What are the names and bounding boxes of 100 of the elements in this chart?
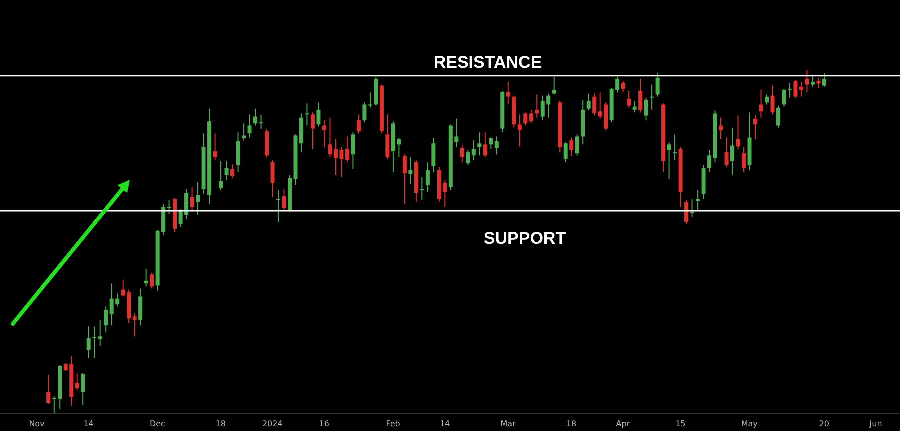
candlestick <box>708 150 712 174</box>
candlestick <box>356 114 361 134</box>
candlestick <box>270 160 275 198</box>
candlestick <box>242 123 246 142</box>
x-tick-label: 18 <box>216 420 226 429</box>
candlestick <box>408 156 413 185</box>
candlestick <box>592 93 597 116</box>
candlestick <box>362 102 367 124</box>
candlestick <box>219 161 224 191</box>
candlestick <box>213 133 218 161</box>
candlestick <box>564 142 568 164</box>
candlestick <box>764 94 769 106</box>
candlestick <box>816 77 821 88</box>
candlestick <box>506 82 510 106</box>
candlestick <box>799 82 804 98</box>
candlestick <box>644 97 648 122</box>
x-tick-label: 14 <box>440 420 450 429</box>
ref-line-label: RESISTANCE <box>434 52 542 72</box>
candlestick <box>810 74 815 88</box>
candlestick <box>621 80 626 94</box>
candlestick <box>632 100 637 114</box>
x-tick-label: Nov <box>29 420 46 429</box>
candlestick <box>81 372 86 406</box>
candlestick <box>489 137 494 150</box>
candlestick <box>788 82 792 98</box>
candlestick <box>259 114 264 130</box>
x-tick-label: 2024 <box>262 420 283 429</box>
x-tick-label: 15 <box>676 420 686 429</box>
candlestick <box>586 93 591 112</box>
candlestick <box>190 186 194 211</box>
x-tick-label: 14 <box>84 420 94 429</box>
candlestick <box>627 90 632 108</box>
candlestick <box>402 154 407 205</box>
candlestick <box>782 88 786 108</box>
candlestick <box>724 137 729 168</box>
candlestick <box>472 140 476 161</box>
candlestick <box>230 164 235 179</box>
candlestick <box>420 176 424 201</box>
candlestick <box>494 136 499 156</box>
candlestick <box>667 142 672 180</box>
candlestick <box>684 200 689 225</box>
candlestick <box>98 320 102 347</box>
candlestick <box>305 103 310 126</box>
candlestick <box>316 102 321 128</box>
candlestick <box>730 127 735 176</box>
candlestick <box>776 105 780 128</box>
ref-line-label: SUPPORT <box>484 229 567 248</box>
candlestick <box>759 89 764 118</box>
candlestick <box>483 132 488 158</box>
candlestick <box>322 120 326 148</box>
candlestick <box>805 70 810 94</box>
candlestick <box>351 132 356 170</box>
candlestick <box>368 92 372 108</box>
x-tick-label: Feb <box>386 420 400 429</box>
candlestick <box>224 161 229 181</box>
candlestick <box>552 76 556 96</box>
candlestick <box>570 137 574 157</box>
candlestick <box>524 112 528 126</box>
candlestick <box>460 145 464 164</box>
candlestick <box>248 114 252 138</box>
candlestick <box>770 85 775 116</box>
candlestick <box>426 162 430 193</box>
candlestick <box>196 182 200 216</box>
candlestick <box>466 150 470 166</box>
candlestick <box>432 138 436 174</box>
x-tick-label: 20 <box>819 420 830 429</box>
candlestick <box>167 200 172 215</box>
x-tick-label: 18 <box>566 420 577 429</box>
candlestick <box>276 190 280 223</box>
x-tick-label: May <box>741 420 758 429</box>
candlestick <box>236 132 240 174</box>
x-tick-label: Dec <box>150 420 166 429</box>
candlestick <box>736 115 740 150</box>
candlestick <box>638 78 643 114</box>
candlestick <box>104 306 108 333</box>
candlestick <box>696 190 700 211</box>
x-tick-label: Mar <box>500 420 517 429</box>
candlestick <box>92 326 97 359</box>
candlestick <box>132 313 137 338</box>
x-tick-label: Jun <box>868 420 882 429</box>
candlestick <box>673 134 678 161</box>
x-tick-label: Apr <box>616 420 631 429</box>
candlestick <box>46 374 51 405</box>
candlestick <box>310 112 315 150</box>
candlestick <box>518 114 522 148</box>
candlestick <box>144 268 148 288</box>
candlestick <box>822 72 826 88</box>
candlestick <box>794 79 798 98</box>
candlestick <box>254 108 258 126</box>
candlestick <box>690 198 694 218</box>
candlestick <box>282 188 286 211</box>
candlestick <box>575 134 580 156</box>
candlestick <box>138 288 143 326</box>
candlestick <box>656 72 660 98</box>
candlestick <box>328 117 332 158</box>
candlestick <box>386 114 390 160</box>
candlestick <box>75 372 80 391</box>
candlestick <box>650 84 654 110</box>
candlestick <box>529 109 534 124</box>
x-tick-label: 16 <box>319 420 330 429</box>
